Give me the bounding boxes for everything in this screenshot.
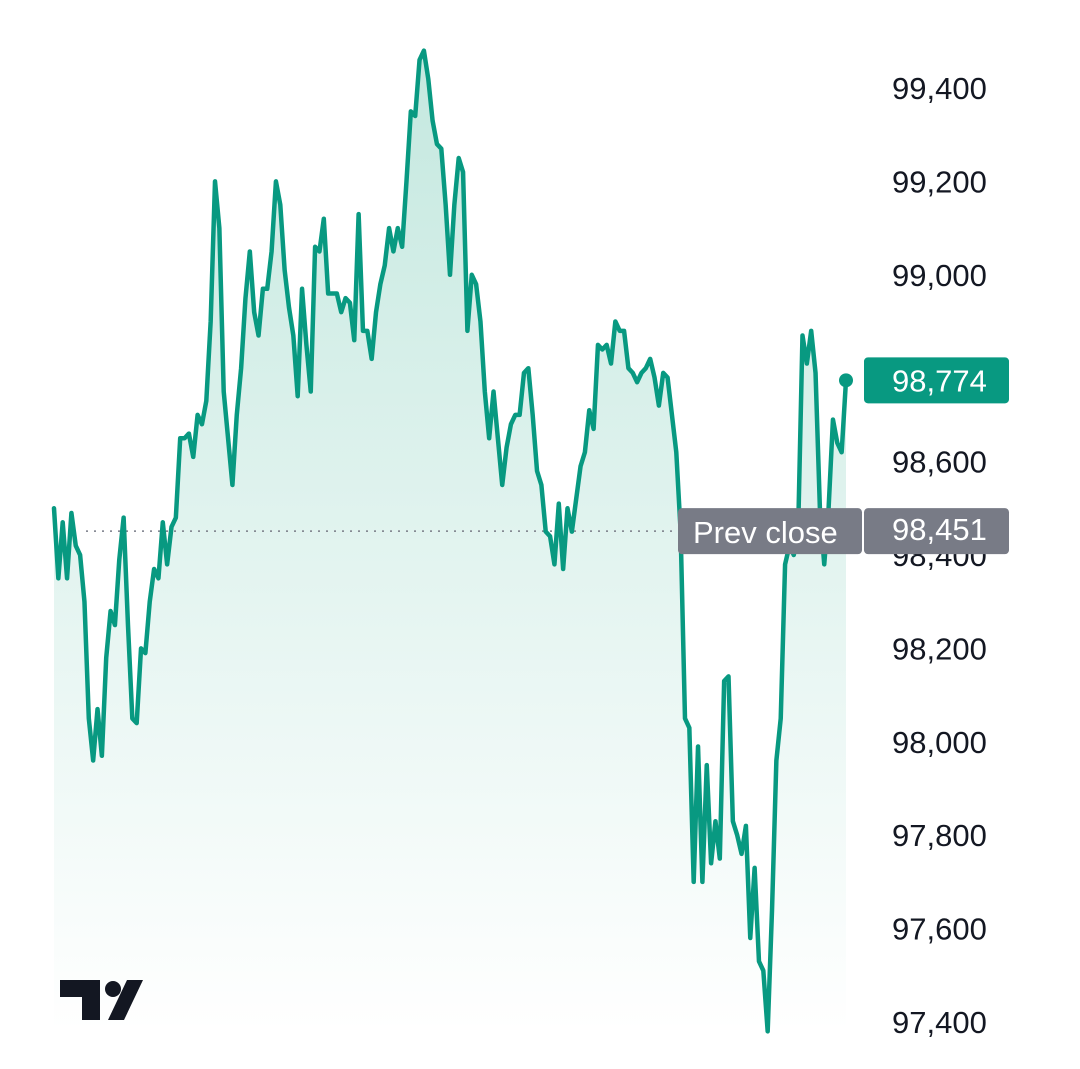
tradingview-logo-icon [60,980,143,1020]
y-tick-label: 98,600 [892,445,987,480]
y-axis: 97,40097,60097,80098,00098,20098,40098,6… [892,71,987,1040]
prev-close-text: Prev close [693,515,838,550]
last-price-badge: 98,774 [864,357,1009,404]
prev-close-value: 98,451 [892,512,987,547]
last-price-label: 98,774 [892,363,987,398]
y-tick-label: 97,400 [892,1005,987,1040]
price-line [51,48,849,1034]
y-tick-label: 98,200 [892,631,987,666]
y-tick-label: 98,000 [892,725,987,760]
y-tick-label: 97,800 [892,818,987,853]
y-tick-label: 99,200 [892,164,987,199]
y-tick-label: 97,600 [892,912,987,947]
y-tick-label: 99,000 [892,258,987,293]
y-tick-label: 99,400 [892,71,987,106]
prev-close-badge: Prev close 98,451 [678,508,1009,555]
last-price-dot [839,373,853,388]
